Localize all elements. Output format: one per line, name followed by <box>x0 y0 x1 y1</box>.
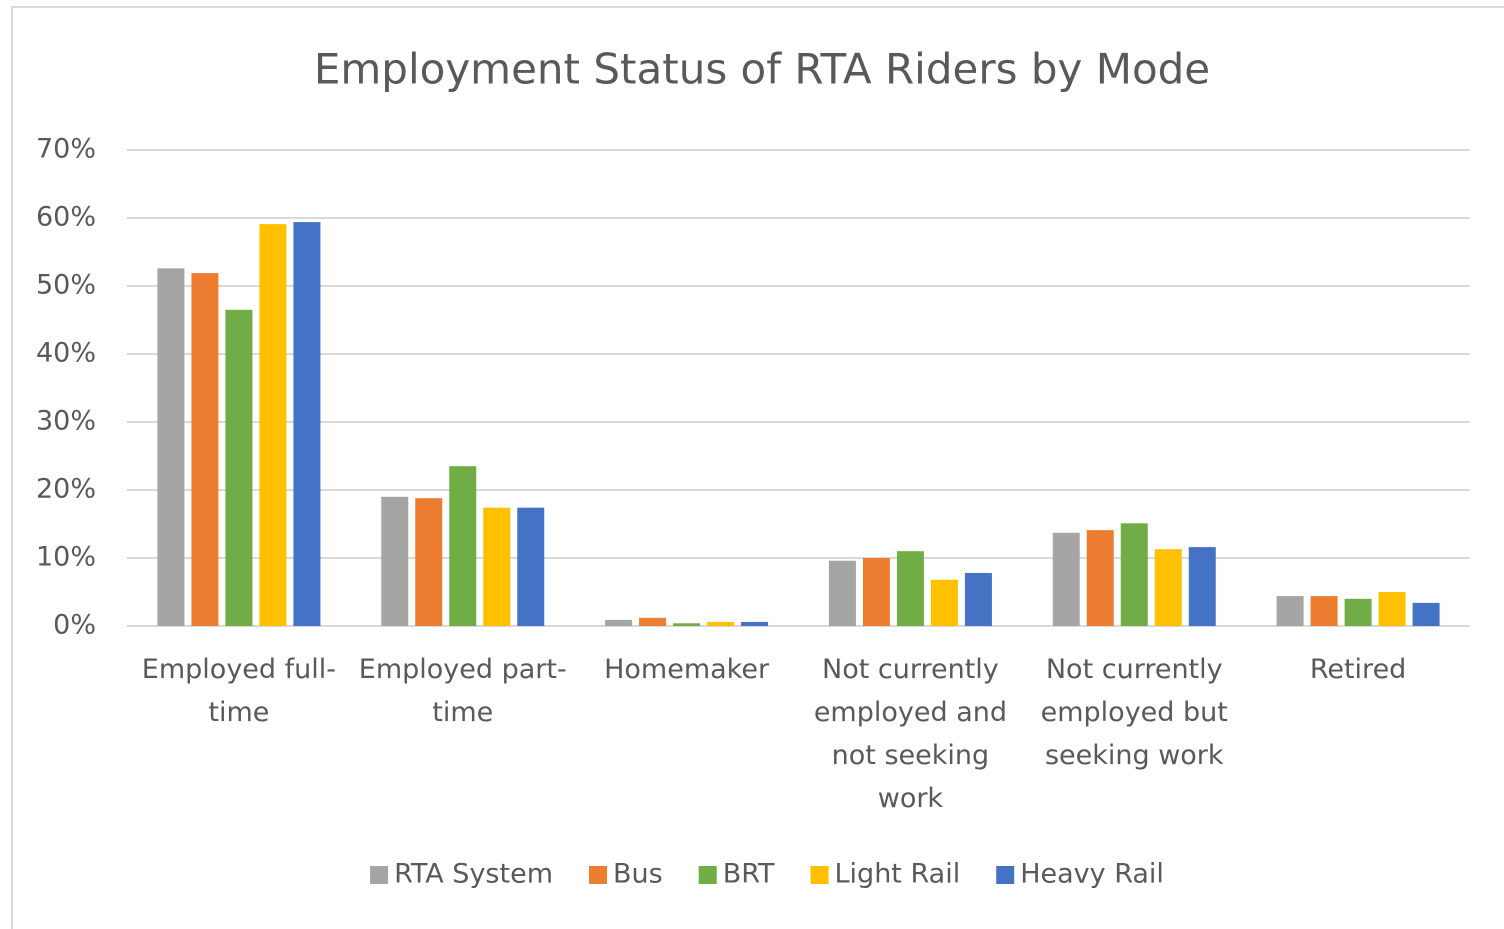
y-tick-label: 40% <box>36 338 96 369</box>
bar <box>1086 530 1114 626</box>
bar <box>862 558 890 626</box>
x-tick-label: Retired <box>1309 654 1407 685</box>
legend-swatch <box>996 866 1015 884</box>
bar <box>1154 549 1182 626</box>
y-tick-label: 70% <box>36 134 96 165</box>
y-tick-label: 0% <box>53 610 96 641</box>
legend-label: Light Rail <box>835 859 961 890</box>
bar <box>517 507 545 626</box>
bar <box>381 496 409 626</box>
bar <box>930 579 958 626</box>
legend-label: Bus <box>613 859 663 890</box>
y-tick-label: 30% <box>36 406 96 437</box>
bar <box>1276 596 1304 626</box>
bar <box>605 619 633 626</box>
bar <box>1120 523 1148 626</box>
bar <box>1052 532 1080 626</box>
bar <box>639 617 667 626</box>
bar <box>1412 602 1440 626</box>
bar <box>293 222 321 626</box>
y-tick-label: 60% <box>36 202 96 233</box>
bar <box>828 560 856 626</box>
bar <box>896 551 924 626</box>
legend-label: RTA System <box>394 859 553 890</box>
bar <box>1378 592 1406 626</box>
x-tick-label: Not currently employed but seeking work <box>1040 654 1228 771</box>
x-tick-label: Employed part-time <box>358 654 567 728</box>
chart-title: Employment Status of RTA Riders by Mode <box>314 45 1210 94</box>
bar <box>483 507 511 626</box>
chart-border <box>11 6 1504 929</box>
x-tick-label: Not currently employed and not seeking w… <box>813 654 1007 814</box>
bar <box>1188 547 1216 626</box>
bar <box>741 621 769 626</box>
y-tick-label: 20% <box>36 474 96 505</box>
y-tick-label: 10% <box>36 542 96 573</box>
bar <box>191 273 219 626</box>
bar <box>157 268 185 626</box>
bar <box>415 498 443 626</box>
y-tick-label: 50% <box>36 270 96 301</box>
bar <box>1344 598 1372 626</box>
legend-swatch <box>370 866 389 884</box>
legend-label: Heavy Rail <box>1020 859 1164 890</box>
legend-swatch <box>810 866 829 884</box>
bar <box>707 621 735 626</box>
bar <box>673 623 701 626</box>
bar <box>259 224 287 626</box>
x-tick-label: Homemaker <box>604 654 770 685</box>
legend-swatch <box>698 866 717 884</box>
legend-swatch <box>589 866 608 884</box>
bar <box>1310 596 1338 626</box>
bar <box>225 309 253 626</box>
legend-label: BRT <box>723 859 775 890</box>
bar <box>449 466 477 626</box>
x-tick-label: Employed full-time <box>141 654 336 728</box>
bar <box>964 572 992 626</box>
